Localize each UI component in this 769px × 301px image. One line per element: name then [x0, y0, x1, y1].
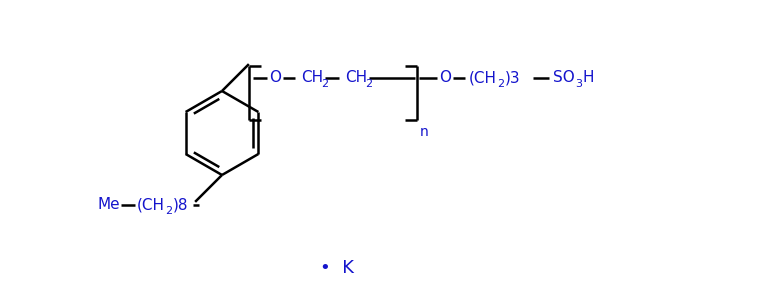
Text: 2: 2 [321, 79, 328, 89]
Text: CH: CH [345, 70, 367, 85]
Text: O: O [439, 70, 451, 85]
Text: CH: CH [301, 70, 323, 85]
Text: 2: 2 [497, 79, 504, 89]
Text: Me: Me [97, 197, 120, 213]
Text: SO: SO [553, 70, 574, 85]
Text: (CH: (CH [469, 70, 497, 85]
Text: 2: 2 [365, 79, 372, 89]
Text: (CH: (CH [137, 197, 165, 213]
Text: n: n [420, 125, 428, 139]
Text: 2: 2 [165, 206, 172, 216]
Text: 3: 3 [575, 79, 582, 89]
Text: )3: )3 [505, 70, 521, 85]
Text: •  K: • K [320, 259, 354, 277]
Text: )8: )8 [173, 197, 188, 213]
Text: O: O [269, 70, 281, 85]
Text: H: H [583, 70, 594, 85]
